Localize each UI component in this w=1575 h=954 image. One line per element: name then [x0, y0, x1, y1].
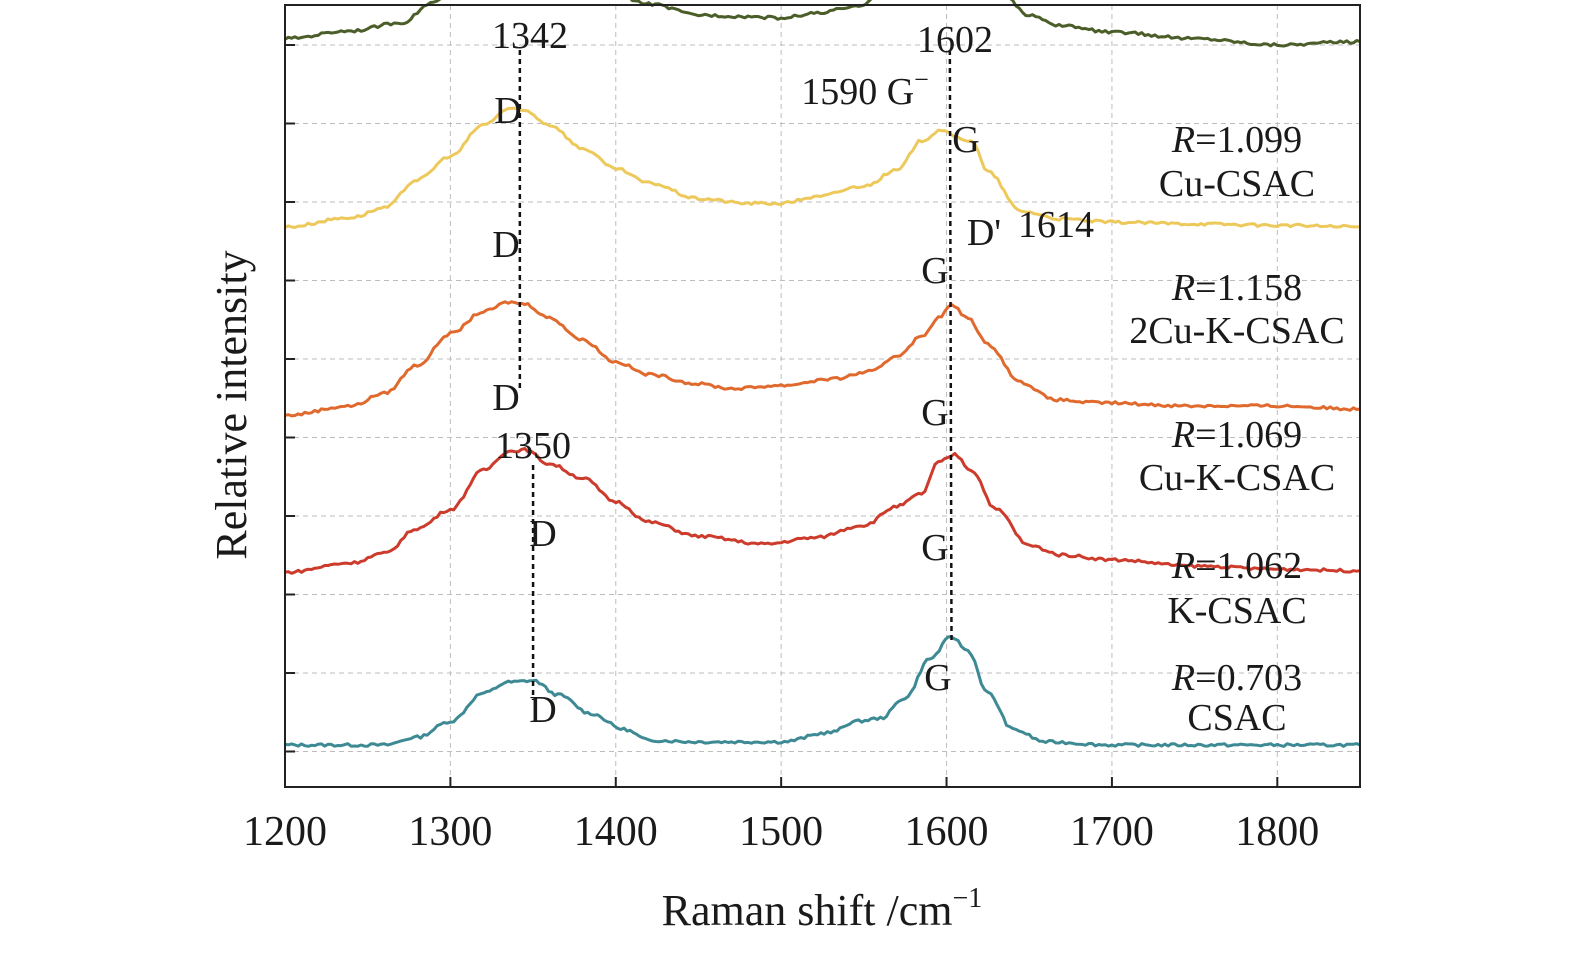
plot-frame: [284, 4, 1361, 788]
r-symbol: R: [1171, 119, 1195, 161]
annotation-text: G: [921, 250, 948, 292]
annotation-label: G: [921, 527, 948, 569]
annotation-label: G: [921, 250, 948, 292]
annotation-label: 1602: [917, 19, 993, 61]
series-r-label: R=1.158: [1171, 267, 1302, 309]
x-axis-label: Raman shift /cm−1: [662, 883, 983, 935]
annotation-text: G: [924, 657, 951, 699]
x-axis-label-sup: −1: [953, 883, 983, 914]
annotation-label: 1614: [1018, 204, 1094, 246]
annotation-label: 1342: [492, 15, 568, 57]
annotation-label: D: [492, 377, 519, 419]
annotation-label: D: [529, 689, 556, 731]
series-name-label: Cu-CSAC: [1159, 163, 1315, 205]
r-value: =1.158: [1195, 267, 1302, 309]
x-tick-label: 1600: [905, 809, 989, 855]
annotation-text: D: [492, 377, 519, 419]
series-name-label: CSAC: [1187, 697, 1286, 739]
annotation-sup: −: [914, 65, 929, 94]
series-name-label: 2Cu-K-CSAC: [1129, 310, 1344, 352]
r-value: =1.069: [1195, 414, 1302, 456]
series-line-2cu-k-csac: [284, 106, 1360, 229]
series-r-label: R=1.062: [1171, 545, 1302, 587]
annotation-text: G: [921, 527, 948, 569]
annotation-label: G: [924, 657, 951, 699]
annotation-label: 1590 G−: [801, 65, 929, 113]
x-tick-label: 1500: [739, 809, 823, 855]
x-axis-label-text: Raman shift /cm: [662, 886, 953, 935]
annotation-text: 1342: [492, 15, 568, 57]
series-r-label: R=1.069: [1171, 414, 1302, 456]
annotation-text: D: [492, 224, 519, 266]
r-value: =1.062: [1195, 545, 1302, 587]
annotation-text: 1614: [1018, 204, 1094, 246]
r-symbol: R: [1171, 545, 1195, 587]
grid: [285, 5, 1360, 787]
series-line-cu-k-csac: [284, 300, 1361, 418]
series-name-label: K-CSAC: [1167, 590, 1306, 632]
series-line-cu-csac: [284, 0, 1361, 48]
r-value: =1.099: [1195, 119, 1302, 161]
r-symbol: R: [1171, 657, 1195, 699]
x-tick-label: 1700: [1070, 809, 1154, 855]
x-ticks: 1200 1300 1400 1500 1600 1700 1800: [243, 777, 1319, 855]
annotation-text: 1590 G: [801, 71, 914, 113]
r-symbol: R: [1171, 414, 1195, 456]
annotation-label: 1350: [495, 425, 571, 467]
r-value: =0.703: [1195, 657, 1302, 699]
annotation-text: D': [967, 212, 1001, 254]
annotation-text: G: [952, 119, 979, 161]
annotation-text: D: [529, 689, 556, 731]
annotation-text: G: [921, 392, 948, 434]
series-layer: [284, 0, 1361, 748]
x-tick-label: 1400: [574, 809, 658, 855]
annotation-text: D: [529, 513, 556, 555]
series-line-csac: [284, 635, 1361, 748]
annotation-label: G: [952, 119, 979, 161]
annotation-label: D: [494, 90, 521, 132]
annotation-label: D: [529, 513, 556, 555]
series-r-label: R=0.703: [1171, 657, 1302, 699]
series-labels: R=0.703CSACR=1.062K-CSACR=1.069Cu-K-CSAC…: [1129, 119, 1344, 739]
x-tick-label: 1300: [408, 809, 492, 855]
annotation-label: D': [967, 212, 1001, 254]
series-line-k-csac: [284, 447, 1361, 575]
y-axis-label: Relative intensity: [207, 250, 256, 559]
annotation-label: D: [492, 224, 519, 266]
r-symbol: R: [1171, 267, 1195, 309]
series-r-label: R=1.099: [1171, 119, 1302, 161]
series-name-label: Cu-K-CSAC: [1139, 457, 1335, 499]
x-tick-label: 1200: [243, 809, 327, 855]
reference-lines: [518, 49, 953, 700]
reference-line: [948, 49, 953, 641]
annotation-text: D: [494, 90, 521, 132]
annotation-label: G: [921, 392, 948, 434]
annotation-text: 1350: [495, 425, 571, 467]
x-tick-label: 1800: [1235, 809, 1319, 855]
annotation-text: 1602: [917, 19, 993, 61]
